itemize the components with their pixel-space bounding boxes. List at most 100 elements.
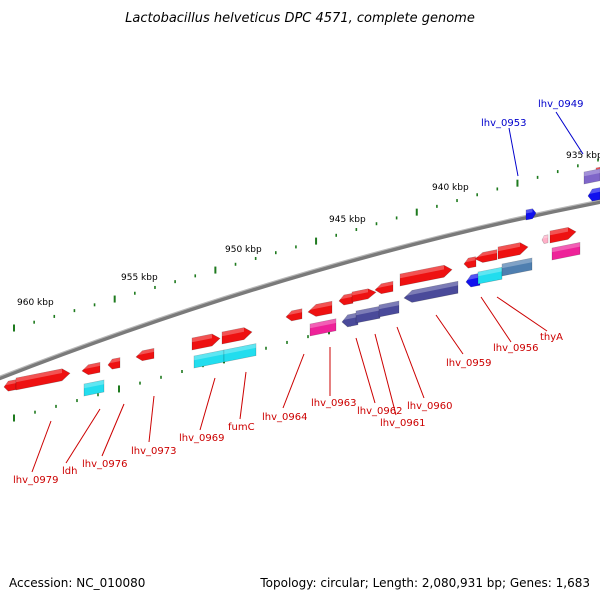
gene-bevel <box>108 357 120 364</box>
gene-lhv_0959a <box>399 264 453 287</box>
gene-blue-b <box>587 187 600 202</box>
gene-thyA-inner <box>551 242 581 261</box>
genome-backbone-highlight <box>0 199 600 377</box>
outer-tick-row <box>13 158 599 332</box>
gene-bevel <box>526 208 533 214</box>
leader-lhv_0956 <box>480 296 512 343</box>
gene-red-c <box>351 288 377 303</box>
gene-lhv_0956 <box>477 266 503 285</box>
gene-lhv_0963a <box>307 300 333 317</box>
scale-label-955: 955 kbp <box>121 273 158 283</box>
gene-bevel <box>356 306 380 316</box>
gene-bevel <box>310 318 336 329</box>
gene-label-lhv_0962: lhv_0962 <box>357 406 402 417</box>
gene-label-lhv_0973: lhv_0973 <box>131 446 176 457</box>
gene-bevel <box>464 256 476 263</box>
gene-label-lhv_0976: lhv_0976 <box>82 459 127 470</box>
gene-bevel <box>84 380 104 389</box>
gene-label-lhv_0960: lhv_0960 <box>407 401 452 412</box>
gene-lhv_0963 <box>309 318 337 337</box>
gene-lhv_0969 <box>191 333 221 351</box>
gene-bevel <box>588 187 600 195</box>
leader-fumC <box>239 371 247 420</box>
label-leader-lines <box>31 111 584 473</box>
gene-red-e <box>463 256 477 269</box>
gene-bevel <box>82 362 100 370</box>
gene-label-lhv_0969: lhv_0969 <box>179 433 224 444</box>
gene-bevel <box>136 348 154 356</box>
leader-lhv_0979 <box>31 420 52 473</box>
gene-bevel <box>542 234 548 239</box>
leader-lhv_0962 <box>355 337 376 404</box>
gene-bevel <box>194 350 224 361</box>
gene-bevel <box>16 368 62 383</box>
gene-label-lhv_0961: lhv_0961 <box>380 418 425 429</box>
gene-bevel <box>475 249 497 258</box>
gene-lhv_0959 <box>403 280 459 303</box>
gene-red-f <box>474 249 498 263</box>
gene-label-thyA: thyA <box>540 332 563 343</box>
gene-label-lhv_0964: lhv_0964 <box>262 412 307 423</box>
genome-summary-text: Topology: circular; Length: 2,080,931 bp… <box>259 576 590 590</box>
gene-bevel <box>308 301 332 311</box>
gene-lhv_0976 <box>107 357 121 370</box>
gene-bevel <box>339 293 353 300</box>
gene-bevel <box>379 301 399 310</box>
gene-steel-a <box>501 257 533 277</box>
gene-label-lhv_0959: lhv_0959 <box>446 358 491 369</box>
leader-ldh <box>65 408 101 464</box>
gene-bevel <box>466 273 480 281</box>
scale-label-945: 945 kbp <box>329 215 366 225</box>
gene-label-lhv_0963: lhv_0963 <box>311 398 356 409</box>
gene-lhv_0953 <box>525 208 537 221</box>
leader-lhv_0969 <box>199 377 216 431</box>
gene-label-lhv_0949: lhv_0949 <box>538 99 583 110</box>
gene-bevel <box>375 281 393 289</box>
gene-bevel <box>342 312 358 321</box>
gene-lhv_0960 <box>378 300 400 318</box>
gene-bevel <box>502 258 532 269</box>
gene-fumC-inner <box>223 343 257 363</box>
gene-label-ldh: ldh <box>62 466 77 477</box>
leader-lhv_0973 <box>148 395 155 443</box>
gene-lhv_0961 <box>355 305 381 324</box>
gene-bevel <box>192 334 212 343</box>
gene-label-fumC: fumC <box>228 422 255 433</box>
gene-bevel <box>478 267 502 277</box>
gene-bevel <box>550 227 568 236</box>
leader-lhv_0964 <box>282 353 305 409</box>
gene-bevel <box>404 281 458 297</box>
map-title: Lactobacillus helveticus DPC 4571, compl… <box>125 11 475 26</box>
gene-lhv_0979 <box>15 368 71 391</box>
leader-lhv_0959 <box>435 314 464 355</box>
genome-backbone <box>0 199 600 381</box>
gene-label-lhv_0956: lhv_0956 <box>493 343 538 354</box>
leader-lhv_0961 <box>374 333 397 416</box>
leader-lhv_0949 <box>555 111 584 155</box>
leader-thyA <box>496 296 548 332</box>
gene-red-a <box>3 379 17 392</box>
gene-bevel <box>286 308 302 316</box>
gene-ldh <box>81 362 101 376</box>
gene-pink-a <box>541 234 549 244</box>
gene-bevel <box>352 288 368 296</box>
gene-features <box>3 166 600 397</box>
gene-bevel <box>552 242 580 253</box>
gene-lhv_0973 <box>135 348 155 362</box>
gene-bevel <box>222 327 244 337</box>
gene-bevel <box>498 242 520 252</box>
leader-lhv_0960 <box>396 326 425 399</box>
gene-lhv_0964 <box>285 308 303 322</box>
leader-lhv_0976 <box>101 403 125 457</box>
gene-fumC <box>221 327 253 345</box>
gene-red-d <box>374 281 394 295</box>
leader-lhv_0953 <box>508 127 519 177</box>
scale-label-940: 940 kbp <box>432 183 469 193</box>
gene-ldh-inner <box>83 379 105 397</box>
scale-label-935: 935 kbp <box>566 151 600 161</box>
gene-thyA <box>497 242 529 260</box>
gene-red-b <box>338 292 354 306</box>
gene-bevel <box>584 168 600 177</box>
